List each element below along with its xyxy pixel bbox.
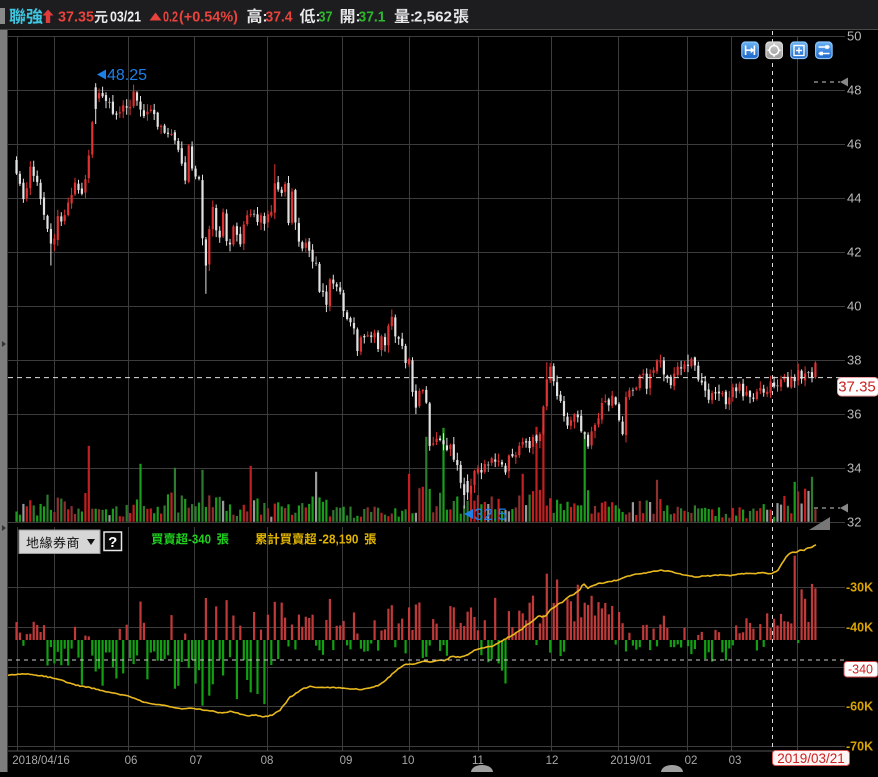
svg-text:44: 44 — [847, 191, 861, 206]
svg-text:2,562: 2,562 — [414, 9, 452, 26]
svg-text:46: 46 — [847, 137, 861, 152]
svg-text:03: 03 — [729, 755, 742, 767]
svg-text:2018/04/16: 2018/04/16 — [12, 755, 70, 767]
svg-text:37.1: 37.1 — [359, 9, 386, 26]
svg-text:-28,190: -28,190 — [319, 533, 359, 547]
svg-text:08: 08 — [261, 755, 274, 767]
svg-text:40: 40 — [847, 299, 861, 314]
svg-text:48: 48 — [847, 83, 861, 98]
svg-text:37.35: 37.35 — [58, 9, 94, 26]
svg-text:36: 36 — [847, 407, 861, 422]
svg-text:?: ? — [108, 534, 117, 551]
svg-text:-60K: -60K — [846, 700, 873, 714]
svg-text:-30K: -30K — [846, 581, 873, 595]
svg-text:0.2: 0.2 — [163, 9, 178, 26]
svg-text:32: 32 — [847, 515, 861, 530]
svg-text:32.5: 32.5 — [474, 505, 507, 524]
svg-text:10: 10 — [402, 755, 415, 767]
svg-text:34: 34 — [847, 461, 861, 476]
svg-text:50: 50 — [847, 29, 861, 44]
svg-text:09: 09 — [340, 755, 353, 767]
svg-text:37.35: 37.35 — [838, 379, 876, 396]
svg-text:37.4: 37.4 — [266, 9, 294, 26]
svg-text:06: 06 — [125, 755, 138, 767]
svg-text:07: 07 — [190, 755, 203, 767]
svg-text:2019/01: 2019/01 — [610, 755, 652, 767]
svg-text:37: 37 — [319, 9, 333, 26]
svg-text:-340: -340 — [848, 663, 873, 677]
svg-text:38: 38 — [847, 353, 861, 368]
svg-text:03/21: 03/21 — [110, 9, 141, 26]
svg-text:-70K: -70K — [846, 740, 873, 754]
svg-text:-340: -340 — [188, 533, 211, 547]
svg-text:02: 02 — [685, 755, 698, 767]
svg-text:-40K: -40K — [846, 621, 873, 635]
svg-text:12: 12 — [546, 755, 559, 767]
svg-text:48.25: 48.25 — [107, 67, 147, 84]
svg-text:(+0.54%): (+0.54%) — [179, 9, 238, 26]
svg-text:2019/03/21: 2019/03/21 — [777, 751, 845, 766]
svg-text:42: 42 — [847, 245, 861, 260]
